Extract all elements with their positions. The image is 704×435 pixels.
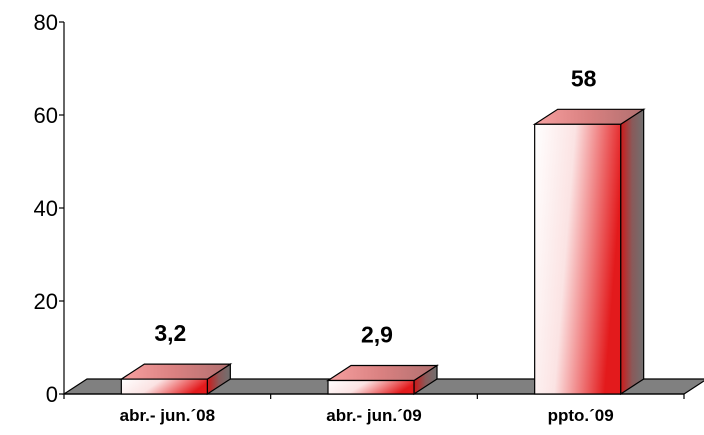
bars [119, 108, 646, 396]
data-labels: 3,2 2,9 58 [154, 65, 596, 347]
y-tick-label: 20 [34, 289, 58, 314]
bar-front [534, 123, 622, 395]
x-category-label: abr.- jun.´09 [326, 406, 421, 425]
y-tick-label: 80 [34, 10, 58, 35]
bar [325, 364, 440, 396]
bar [532, 108, 646, 396]
y-axis-ticks: 0 20 40 60 80 [34, 10, 64, 407]
x-axis-ticks [63, 394, 685, 399]
data-label: 3,2 [154, 320, 186, 346]
bar-front [120, 378, 208, 395]
x-axis-labels: abr.- jun.´08 abr.- jun.´09 ppto.´09 [120, 406, 614, 425]
data-label: 58 [571, 65, 597, 91]
bar-front [327, 379, 415, 395]
x-category-label: abr.- jun.´08 [120, 406, 215, 425]
bar [119, 363, 233, 396]
y-tick-label: 60 [34, 103, 58, 128]
x-category-label: ppto.´09 [548, 406, 614, 425]
data-label: 2,9 [361, 322, 393, 348]
bar-side [620, 108, 645, 396]
y-tick-label: 0 [46, 382, 58, 407]
y-tick-label: 40 [34, 196, 58, 221]
